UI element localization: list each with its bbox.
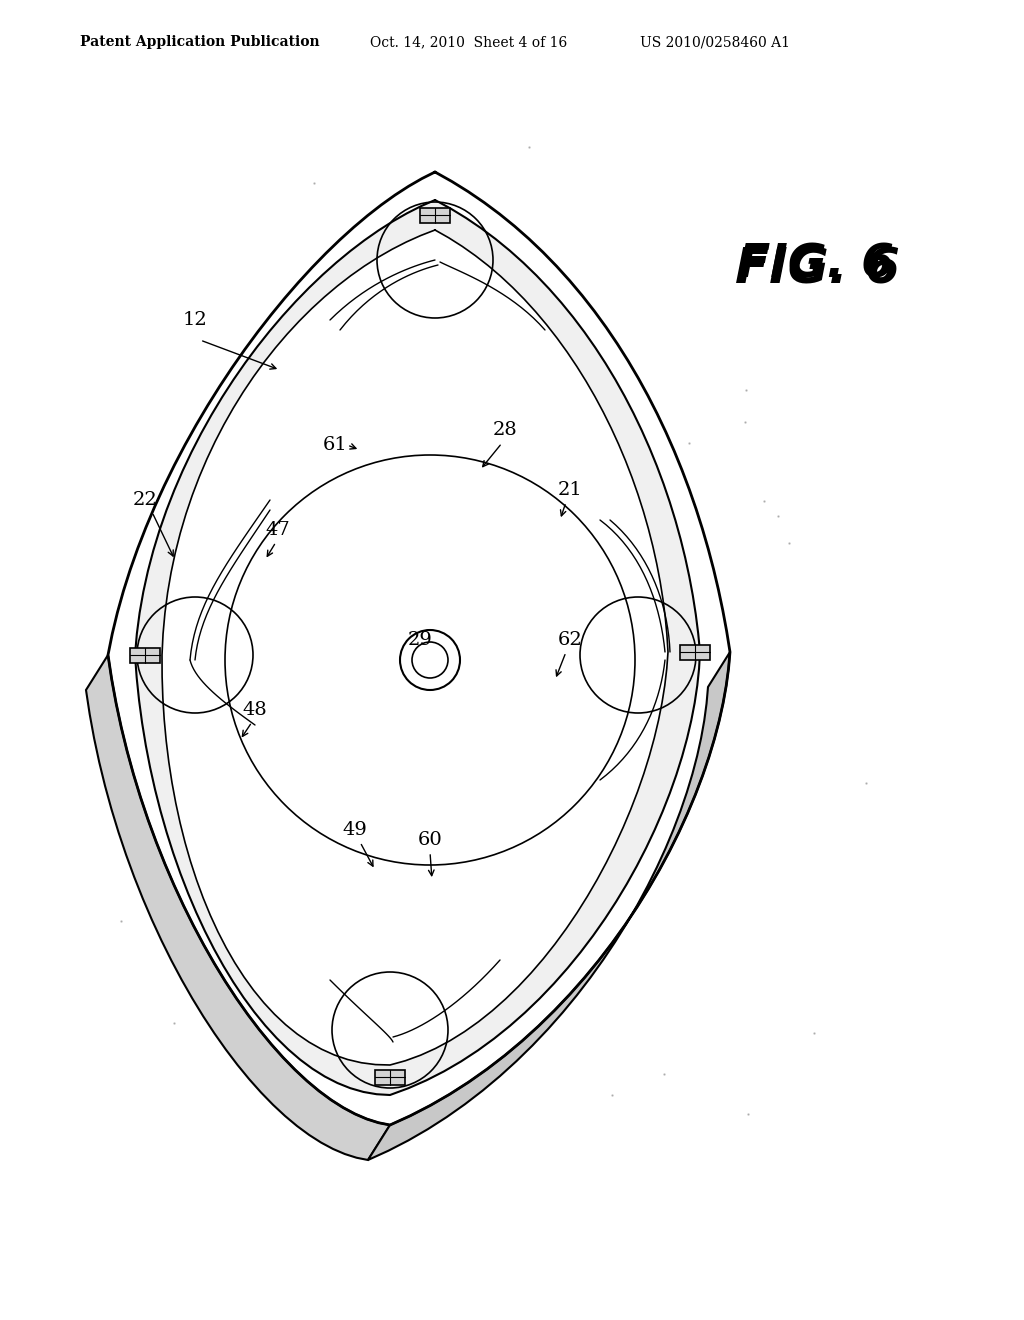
Bar — [375, 1069, 406, 1085]
Bar — [680, 644, 710, 660]
Text: US 2010/0258460 A1: US 2010/0258460 A1 — [640, 36, 790, 49]
Circle shape — [412, 642, 449, 678]
Bar — [420, 207, 450, 223]
Text: FIG. 6: FIG. 6 — [738, 243, 894, 288]
Text: Patent Application Publication: Patent Application Publication — [80, 36, 319, 49]
Text: 29: 29 — [408, 631, 432, 649]
Text: 60: 60 — [418, 832, 442, 849]
Text: 22: 22 — [133, 491, 158, 510]
Text: 12: 12 — [182, 312, 208, 329]
Text: 62: 62 — [558, 631, 583, 649]
Polygon shape — [108, 172, 730, 1125]
Text: 48: 48 — [243, 701, 267, 719]
Bar — [130, 648, 160, 663]
Text: FIG. 6: FIG. 6 — [735, 246, 900, 294]
Text: 47: 47 — [265, 521, 291, 539]
Text: 61: 61 — [323, 436, 347, 454]
Text: 21: 21 — [558, 480, 583, 499]
Polygon shape — [368, 652, 730, 1160]
Polygon shape — [162, 230, 668, 1065]
Polygon shape — [86, 655, 390, 1160]
Text: Oct. 14, 2010  Sheet 4 of 16: Oct. 14, 2010 Sheet 4 of 16 — [370, 36, 567, 49]
Text: 49: 49 — [343, 821, 368, 840]
Text: 28: 28 — [493, 421, 517, 440]
Polygon shape — [135, 201, 700, 1096]
